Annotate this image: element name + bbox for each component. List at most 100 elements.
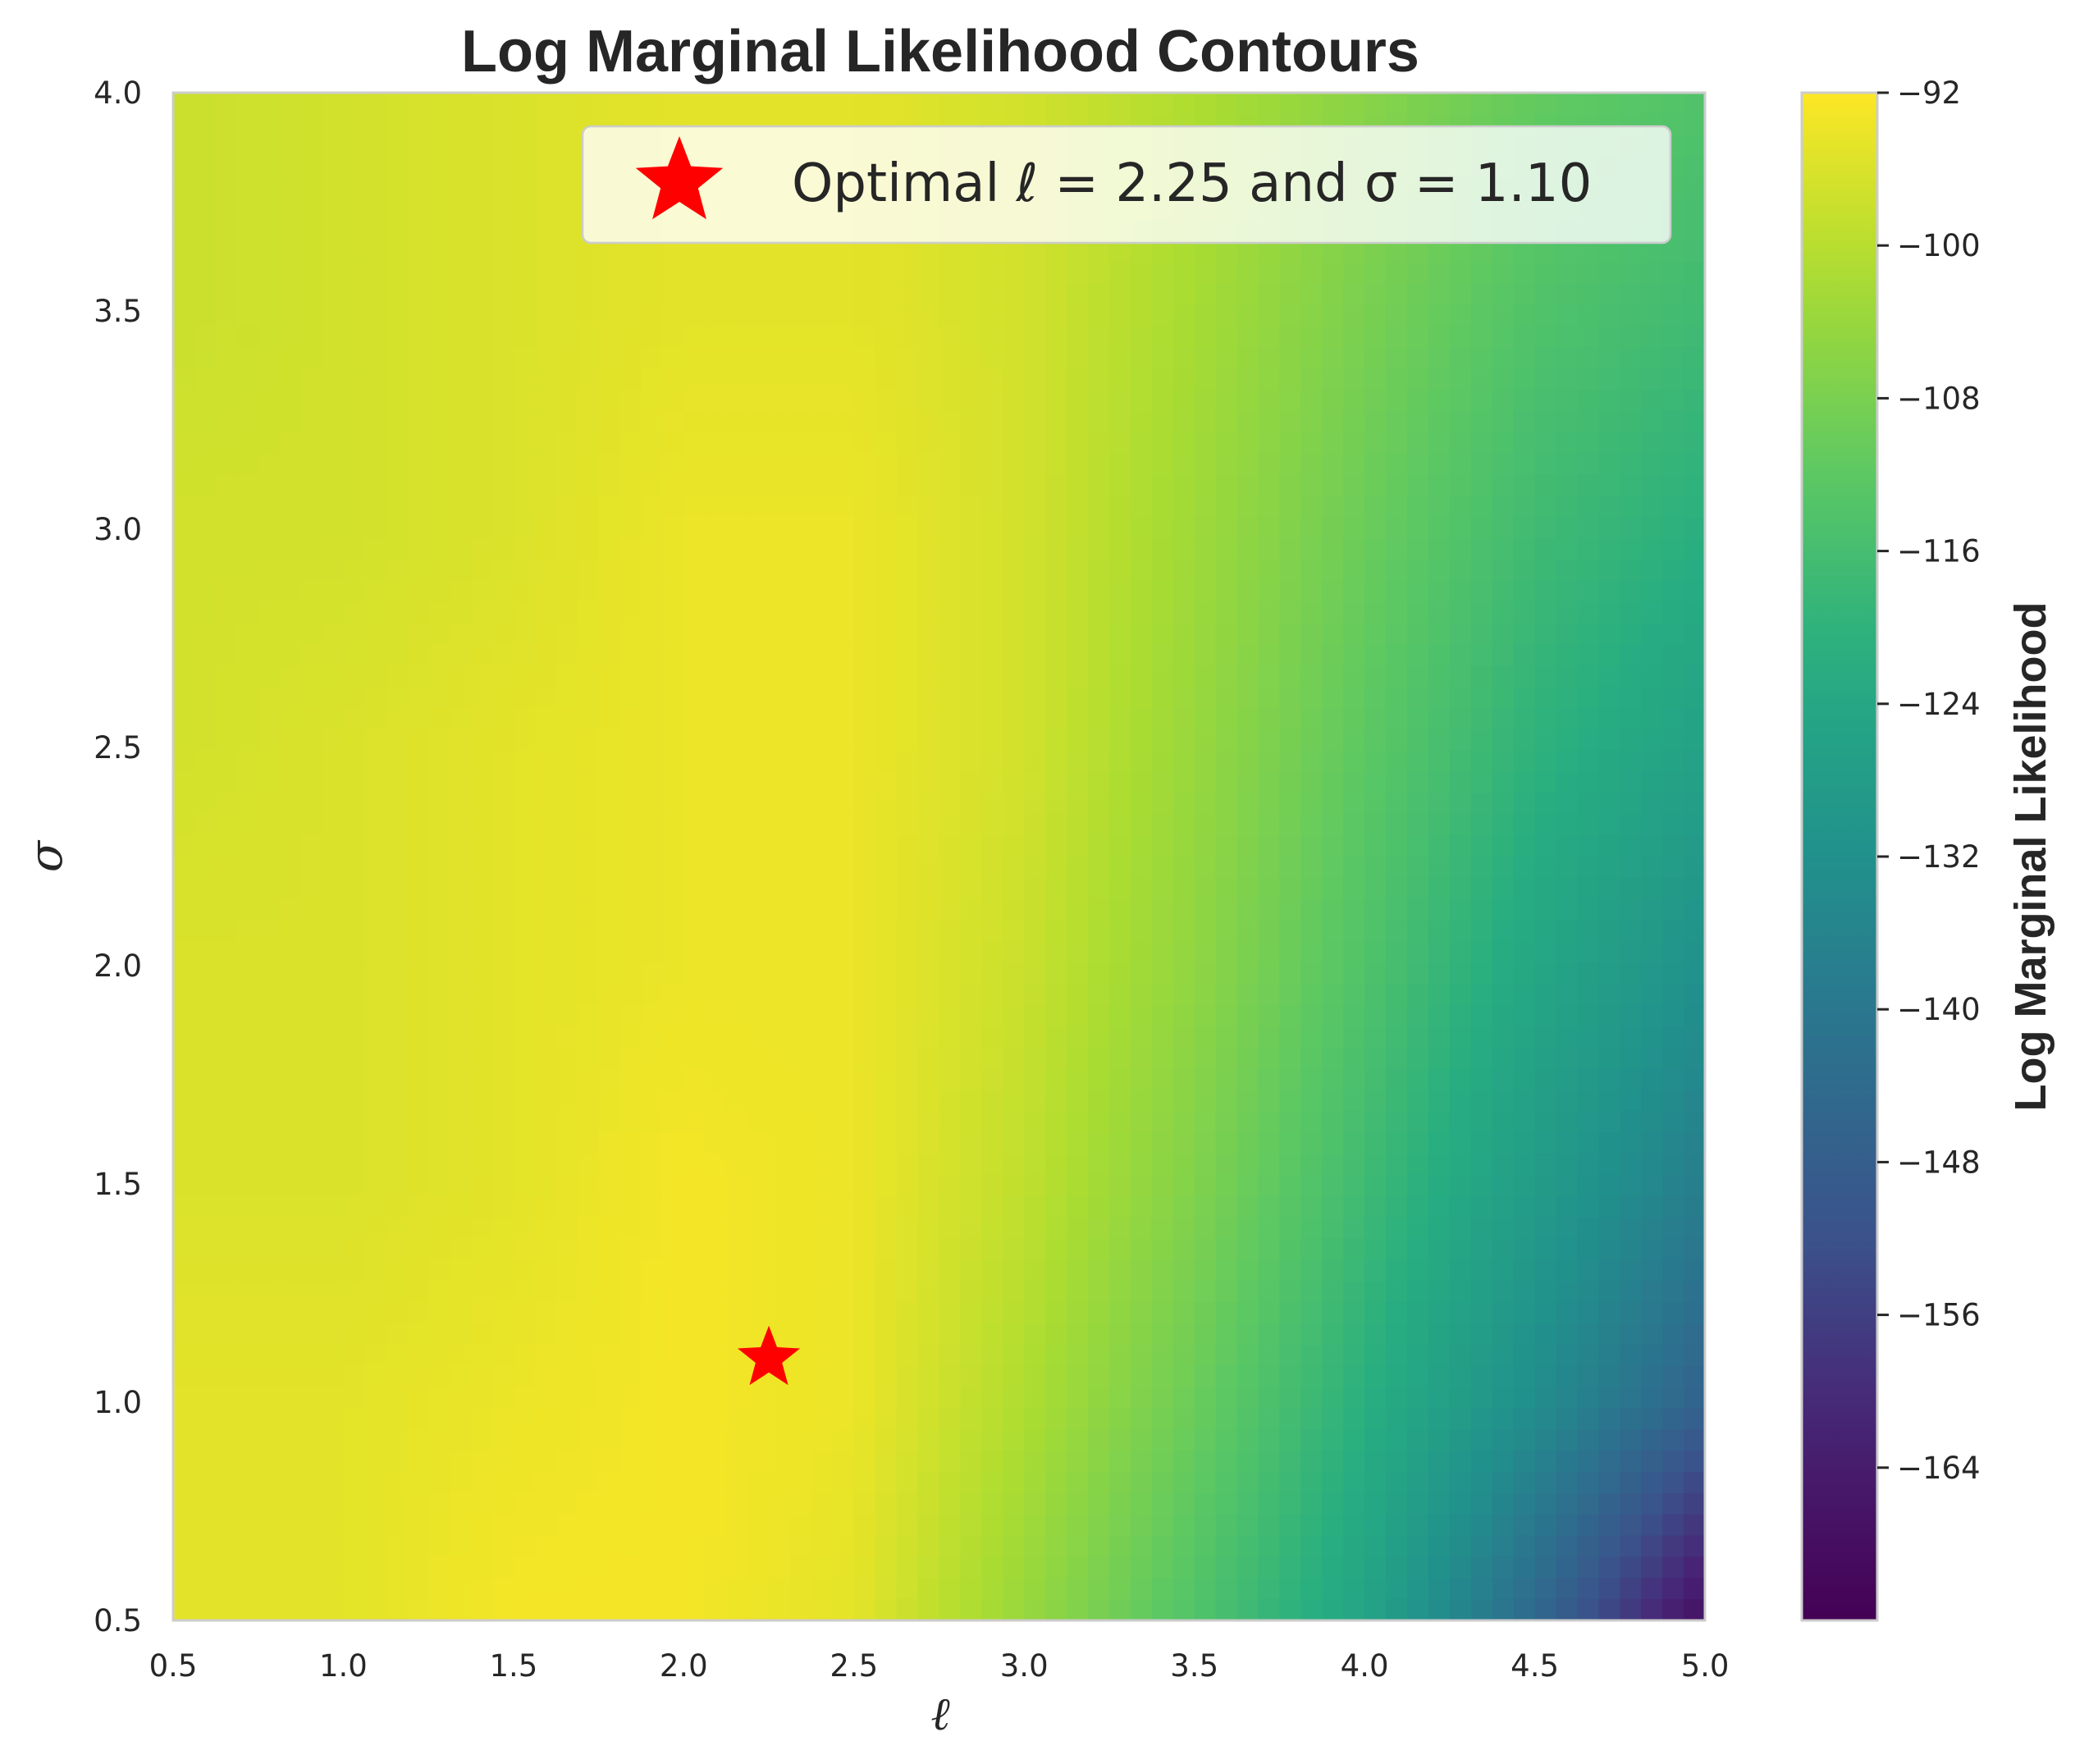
contour-cell [1513, 1174, 1536, 1197]
contour-cell [364, 941, 387, 964]
contour-cell [1300, 707, 1323, 730]
contour-cell [683, 432, 706, 455]
contour-cell [194, 156, 217, 179]
contour-cell [450, 941, 472, 964]
contour-cell [1386, 304, 1408, 327]
contour-cell [1151, 1302, 1174, 1324]
contour-cell [1024, 1238, 1046, 1261]
contour-cell [1556, 538, 1579, 560]
contour-cell [1492, 750, 1515, 773]
contour-cell [1236, 517, 1259, 539]
contour-cell [1279, 1514, 1302, 1537]
contour-cell [726, 283, 748, 306]
contour-cell [1534, 898, 1557, 921]
contour-cell [896, 835, 919, 857]
contour-cell [386, 474, 409, 497]
contour-cell [491, 877, 514, 900]
contour-cell [1130, 580, 1153, 603]
contour-cell [322, 1556, 345, 1579]
contour-cell [322, 390, 345, 412]
contour-cell [832, 326, 855, 349]
contour-cell [939, 857, 962, 879]
contour-cell [258, 623, 281, 646]
contour-cell [1662, 1387, 1684, 1410]
contour-cell [1343, 750, 1365, 773]
contour-cell [1003, 750, 1026, 773]
contour-cell [407, 1259, 429, 1282]
contour-cell [1172, 962, 1195, 985]
contour-cell [215, 920, 238, 943]
contour-cell [747, 729, 770, 752]
contour-cell [1172, 984, 1195, 1006]
contour-cell [258, 835, 281, 857]
contour-cell [683, 283, 706, 306]
contour-cell [279, 771, 302, 794]
contour-cell [1577, 793, 1600, 816]
contour-cell [1236, 453, 1259, 476]
contour-cell [1428, 941, 1451, 964]
contour-cell [917, 962, 940, 985]
contour-cell [1684, 326, 1705, 349]
contour-cell [322, 771, 345, 794]
contour-cell [407, 750, 429, 773]
contour-cell [981, 410, 1004, 433]
contour-cell [194, 1111, 217, 1133]
contour-cell [853, 877, 876, 900]
contour-cell [1684, 390, 1705, 412]
contour-cell [1492, 1005, 1515, 1027]
contour-cell [641, 1471, 664, 1494]
contour-cell [1470, 559, 1493, 582]
contour-cell [896, 941, 919, 964]
contour-cell [1151, 941, 1174, 964]
contour-cell [1279, 644, 1302, 667]
contour-cell [981, 1492, 1004, 1515]
contour-cell [1003, 432, 1026, 455]
contour-cell [1470, 1259, 1493, 1282]
contour-cell [1151, 814, 1174, 836]
contour-cell [577, 283, 600, 306]
contour-cell [705, 304, 727, 327]
contour-cell [1364, 644, 1387, 667]
contour-cell [683, 1090, 706, 1113]
contour-cell [1449, 1111, 1472, 1133]
contour-cell [705, 1514, 727, 1537]
contour-cell [1386, 1217, 1408, 1240]
contour-cell [1130, 1365, 1153, 1388]
contour-cell [1067, 729, 1089, 752]
contour-cell [322, 156, 345, 179]
contour-cell [1024, 1111, 1046, 1133]
contour-cell [194, 538, 217, 560]
contour-cell [343, 1281, 366, 1303]
contour-cell [450, 496, 472, 519]
contour-cell [491, 984, 514, 1006]
contour-cell [343, 984, 366, 1006]
contour-cell [875, 1026, 898, 1049]
contour-cell [1088, 474, 1110, 497]
contour-cell [1577, 601, 1600, 624]
contour-cell [471, 962, 493, 985]
contour-cell [1406, 93, 1429, 115]
contour-cell [1513, 1090, 1536, 1113]
contour-cell [1194, 771, 1217, 794]
contour-cell [1386, 1238, 1408, 1261]
contour-cell [386, 410, 409, 433]
contour-cell [1641, 1005, 1663, 1027]
contour-cell [407, 1535, 429, 1558]
contour-cell [1662, 1005, 1684, 1027]
contour-cell [1215, 941, 1238, 964]
contour-cell [407, 1408, 429, 1431]
contour-cell [1534, 262, 1557, 285]
contour-cell [1449, 1429, 1472, 1451]
contour-cell [194, 1281, 217, 1303]
contour-cell [364, 687, 387, 709]
contour-cell [534, 220, 557, 242]
contour-cell [1513, 496, 1536, 519]
contour-cell [1024, 920, 1046, 943]
contour-cell [1258, 1387, 1281, 1410]
contour-cell [450, 517, 472, 539]
contour-cell [683, 835, 706, 857]
contour-cell [450, 220, 472, 242]
contour-cell [1172, 1174, 1195, 1197]
contour-cell [1364, 1259, 1387, 1282]
contour-cell [236, 559, 259, 582]
